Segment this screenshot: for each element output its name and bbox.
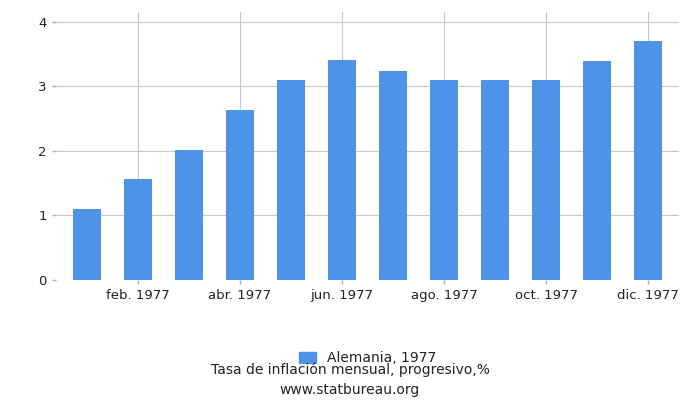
Legend: Alemania, 1977: Alemania, 1977 bbox=[293, 346, 442, 371]
Bar bbox=[634, 41, 662, 280]
Bar bbox=[73, 209, 101, 280]
Bar bbox=[532, 80, 560, 280]
Bar bbox=[277, 80, 305, 280]
Bar bbox=[379, 71, 407, 280]
Bar bbox=[124, 179, 152, 280]
Text: www.statbureau.org: www.statbureau.org bbox=[280, 383, 420, 397]
Bar bbox=[175, 150, 203, 280]
Text: Tasa de inflación mensual, progresivo,%: Tasa de inflación mensual, progresivo,% bbox=[211, 362, 489, 377]
Bar bbox=[583, 61, 611, 280]
Bar bbox=[481, 80, 509, 280]
Bar bbox=[226, 110, 254, 280]
Bar bbox=[328, 60, 356, 280]
Bar bbox=[430, 80, 458, 280]
